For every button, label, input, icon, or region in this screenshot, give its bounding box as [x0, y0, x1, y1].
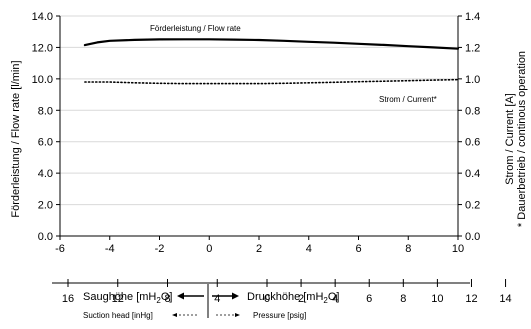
grid-lines: [60, 15, 458, 206]
series-lines: [83, 38, 460, 85]
pressure-psig-label: Pressure [psig]: [253, 311, 306, 320]
plot-frame: [56, 15, 462, 240]
conversion-scale-tick-label: 14: [499, 293, 511, 305]
y-tick-label-right: 0.2: [465, 200, 480, 212]
y-tick-label-left: 10.0: [32, 74, 53, 86]
conversion-scale-tick-label: 16: [62, 293, 74, 305]
annotation-current: Strom / Current*: [379, 95, 437, 104]
y-tick-label-left: 12.0: [32, 42, 53, 54]
left-tick-labels: 0.0 2.0 4.0 6.0 8.0 10.0 12.0 14.0: [32, 11, 53, 243]
conversion-scale-tick-label: 10: [431, 293, 443, 305]
x-tick-label: -2: [155, 243, 165, 255]
psig-arrow-head: [235, 313, 240, 317]
x-tick-label: 2: [256, 243, 262, 255]
conversion-scale-tick-label: 12: [465, 293, 477, 305]
y-tick-label-right: 1.2: [465, 42, 480, 54]
conversion-scale-tick-label: 4: [332, 293, 338, 305]
conversion-scale-tick-label: 4: [214, 293, 220, 305]
x-tick-label: 4: [306, 243, 312, 255]
x-tick-label: 0: [206, 243, 212, 255]
y-tick-label-right: 1.4: [465, 11, 480, 23]
conversion-scale-tick-label: 6: [366, 293, 372, 305]
y-tick-label-left: 0.0: [38, 231, 53, 243]
x-tick-label: 10: [452, 243, 464, 255]
x-tick-label: -6: [55, 243, 65, 255]
y-tick-label-right: 0.0: [465, 231, 480, 243]
conversion-scale-tick-label: 2: [298, 293, 304, 305]
y-tick-label-left: 14.0: [32, 11, 53, 23]
conversion-scale-ticks: 16 12 8 4 0 2 4 6 8 10 12 14: [62, 279, 512, 305]
conversion-scale-tick-label: 0: [264, 293, 270, 305]
y-tick-label-right: 0.6: [465, 137, 480, 149]
y-tick-label-left: 6.0: [38, 137, 53, 149]
suction-arrow-head: [177, 292, 184, 300]
current-line: [84, 78, 459, 85]
x-tick-label: 8: [405, 243, 411, 255]
y-tick-label-left: 4.0: [38, 168, 53, 180]
suction-inhg-label: Suction head [inHg]: [83, 311, 153, 320]
inhg-psig-arrows: [172, 313, 240, 317]
y-tick-label-right: 1.0: [465, 74, 480, 86]
head-arrows: [177, 284, 239, 318]
y-tick-label-right: 0.8: [465, 105, 480, 117]
flow-rate-line: [83, 38, 460, 50]
y-tick-label-left: 2.0: [38, 200, 53, 212]
conversion-scale-tick-label: 8: [400, 293, 406, 305]
y-axis-label-right: Strom / Current [A]: [504, 93, 516, 185]
y-tick-label-right: 0.4: [465, 168, 480, 180]
pressure-arrow-head: [232, 292, 239, 300]
y-axis-note-right: * Dauerbetrieb / continous operation: [516, 51, 528, 227]
pressure-head-label: Druckhöhe [mH2O]: [247, 291, 340, 305]
x-tick-labels: -6 -4 -2 0 2 4 6 8 10: [55, 243, 464, 255]
y-axis-label-left: Förderleistung / Flow rate [l/min]: [10, 60, 22, 217]
inhg-arrow-head: [172, 313, 177, 317]
x-tick-label: -4: [105, 243, 115, 255]
conversion-scale-tick-label: 8: [164, 293, 170, 305]
annotation-flow-rate: Förderleistung / Flow rate: [150, 24, 241, 33]
y-tick-label-left: 8.0: [38, 105, 53, 117]
suction-head-label: Saughöhe [mH2O]: [83, 291, 172, 305]
right-tick-labels: 0.0 0.2 0.4 0.6 0.8 1.0 1.2 1.4: [465, 11, 480, 243]
x-tick-label: 6: [355, 243, 361, 255]
conversion-scale-tick-label: 12: [112, 293, 124, 305]
